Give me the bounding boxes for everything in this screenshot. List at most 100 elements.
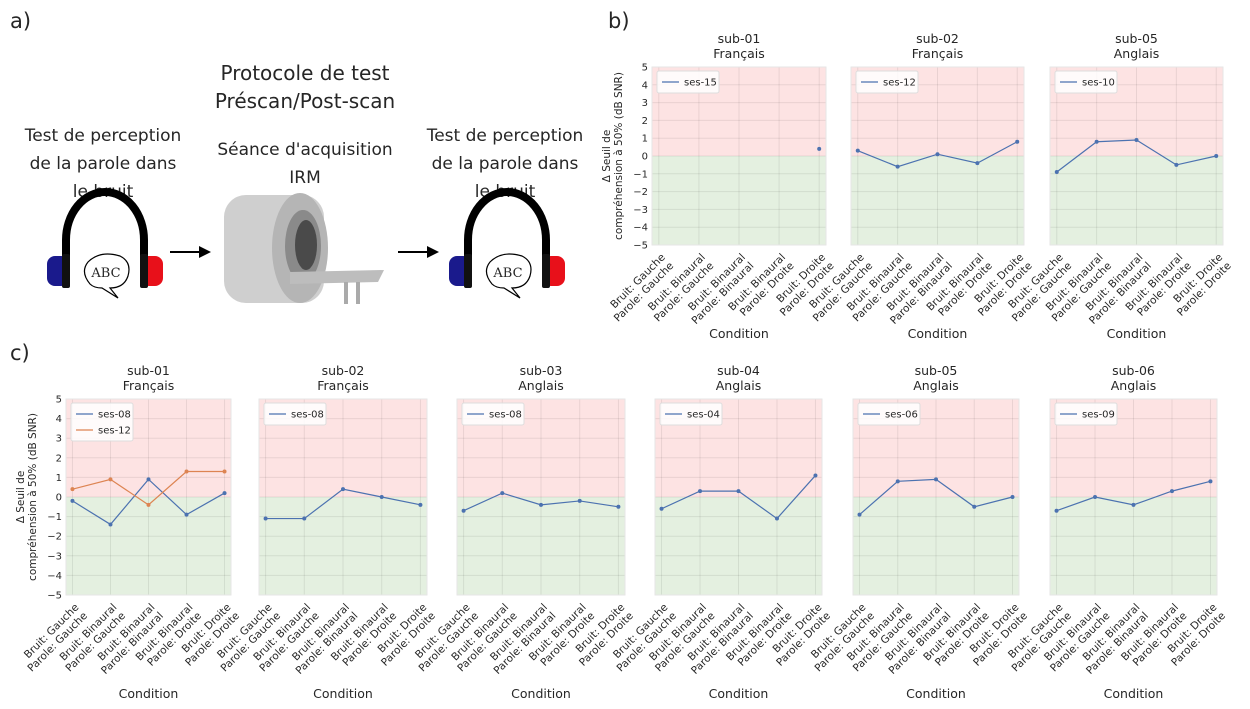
y-tick-label: 1 bbox=[642, 134, 648, 145]
legend-box bbox=[656, 70, 720, 94]
data-point bbox=[975, 161, 980, 166]
data-point bbox=[855, 148, 860, 153]
legend-label: ses-10 bbox=[1082, 78, 1115, 89]
plot-frame bbox=[258, 398, 428, 596]
chart-title: sub-01 bbox=[718, 31, 761, 46]
legend-label: ses-08 bbox=[291, 410, 324, 421]
chart-title: sub-06 bbox=[1112, 363, 1155, 378]
plot-frame bbox=[1049, 66, 1224, 246]
legend-box bbox=[659, 402, 723, 426]
x-axis-label: Condition bbox=[511, 686, 571, 701]
chart-title: sub-05 bbox=[1115, 31, 1158, 46]
data-point bbox=[616, 504, 621, 509]
legend-label: ses-08 bbox=[98, 410, 131, 421]
legend-box bbox=[855, 70, 919, 94]
plot-frame bbox=[456, 398, 626, 596]
y-tick-label: 4 bbox=[642, 80, 648, 91]
x-axis-label: Condition bbox=[906, 686, 966, 701]
x-axis-label: Condition bbox=[1107, 326, 1167, 341]
headphones-icon: ABC bbox=[449, 188, 565, 299]
y-axis-label: Δ Seuil de bbox=[601, 130, 613, 183]
data-point bbox=[895, 479, 900, 484]
step-text: IRM bbox=[289, 168, 321, 188]
plot-frame bbox=[852, 398, 1020, 596]
legend-label: ses-12 bbox=[883, 78, 916, 89]
chart-subtitle: Anglais bbox=[1111, 378, 1157, 393]
y-tick-label: −2 bbox=[47, 532, 62, 543]
data-point bbox=[146, 477, 151, 482]
bubble-text: ABC bbox=[90, 266, 120, 281]
y-axis-label: Δ Seuil de bbox=[15, 471, 27, 524]
legend-label: ses-15 bbox=[684, 78, 717, 89]
legend-box bbox=[1054, 402, 1118, 426]
data-point bbox=[263, 516, 268, 521]
step-text: Test de perception bbox=[426, 126, 584, 146]
chart-subtitle: Français bbox=[123, 378, 175, 393]
y-tick-label: 5 bbox=[642, 63, 648, 74]
data-point bbox=[1169, 489, 1174, 494]
chart-title: sub-02 bbox=[322, 363, 365, 378]
legend-label: ses-06 bbox=[885, 410, 918, 421]
plot-frame bbox=[850, 66, 1025, 246]
x-axis-label: Condition bbox=[908, 326, 968, 341]
plot-frame bbox=[65, 398, 232, 596]
panel-label: c) bbox=[10, 341, 30, 365]
data-point bbox=[813, 473, 818, 478]
data-point bbox=[1054, 508, 1059, 513]
data-point bbox=[108, 522, 113, 527]
region-below bbox=[457, 497, 625, 595]
region-below bbox=[1050, 497, 1217, 595]
step-text: Séance d'acquisition bbox=[217, 140, 392, 160]
chart-title: sub-05 bbox=[915, 363, 958, 378]
x-axis-label: Condition bbox=[119, 686, 179, 701]
y-tick-label: −3 bbox=[47, 551, 62, 562]
legend-box bbox=[461, 402, 525, 426]
y-tick-label: 3 bbox=[56, 434, 62, 445]
y-axis-label: compréhension à 50% (dB SNR) bbox=[613, 72, 625, 240]
region-below bbox=[1050, 156, 1223, 245]
data-point bbox=[895, 164, 900, 169]
data-point bbox=[108, 477, 113, 482]
step-text: Test de perception bbox=[24, 126, 182, 146]
region-below bbox=[851, 156, 1024, 245]
data-point bbox=[146, 502, 151, 507]
data-point bbox=[698, 489, 703, 494]
region-below bbox=[652, 156, 826, 245]
chart-subtitle: Anglais bbox=[913, 378, 959, 393]
chart-title: sub-04 bbox=[717, 363, 760, 378]
data-point bbox=[577, 498, 582, 503]
plot-frame bbox=[654, 398, 823, 596]
data-point bbox=[1010, 495, 1015, 499]
arrow bbox=[170, 246, 211, 258]
y-tick-label: 2 bbox=[642, 116, 648, 127]
x-axis-label: Condition bbox=[709, 686, 769, 701]
data-point bbox=[736, 489, 741, 494]
y-tick-label: −5 bbox=[633, 241, 648, 252]
legend-box bbox=[1054, 70, 1118, 94]
chart-subtitle: Français bbox=[317, 378, 369, 393]
arrow bbox=[398, 246, 439, 258]
diagram-title: Protocole de test bbox=[220, 61, 389, 85]
legend-box bbox=[857, 402, 921, 426]
x-axis-label: Condition bbox=[1104, 686, 1164, 701]
y-tick-label: −5 bbox=[47, 591, 62, 602]
diagram-title: Préscan/Post-scan bbox=[215, 89, 395, 113]
plot-frame bbox=[1049, 398, 1218, 596]
y-tick-label: 3 bbox=[642, 98, 648, 109]
legend-label: ses-12 bbox=[98, 426, 131, 437]
chart-title: sub-01 bbox=[127, 363, 170, 378]
chart-subtitle: Français bbox=[912, 46, 964, 61]
y-tick-label: 2 bbox=[56, 453, 62, 464]
data-point bbox=[1094, 139, 1099, 144]
chart-title: sub-03 bbox=[520, 363, 563, 378]
data-point bbox=[1015, 139, 1020, 144]
y-tick-label: −4 bbox=[633, 223, 648, 234]
step-text: de la parole dans bbox=[30, 154, 177, 174]
legend-label: ses-09 bbox=[1082, 410, 1115, 421]
y-axis-label: compréhension à 50% (dB SNR) bbox=[27, 413, 39, 581]
data-point bbox=[972, 504, 977, 509]
y-tick-label: 5 bbox=[56, 395, 62, 406]
data-point bbox=[659, 506, 664, 511]
